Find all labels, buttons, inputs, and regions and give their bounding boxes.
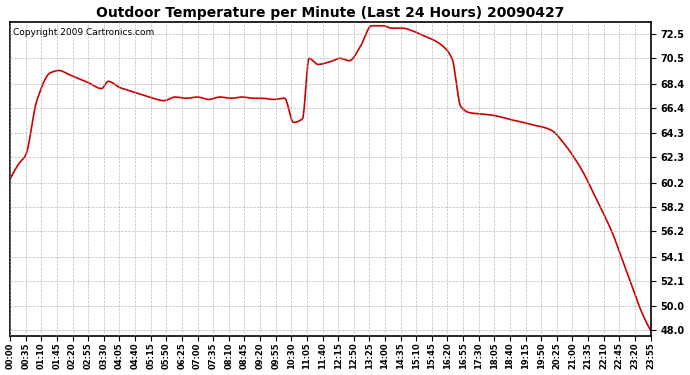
Text: Copyright 2009 Cartronics.com: Copyright 2009 Cartronics.com — [13, 28, 155, 38]
Title: Outdoor Temperature per Minute (Last 24 Hours) 20090427: Outdoor Temperature per Minute (Last 24 … — [96, 6, 564, 20]
